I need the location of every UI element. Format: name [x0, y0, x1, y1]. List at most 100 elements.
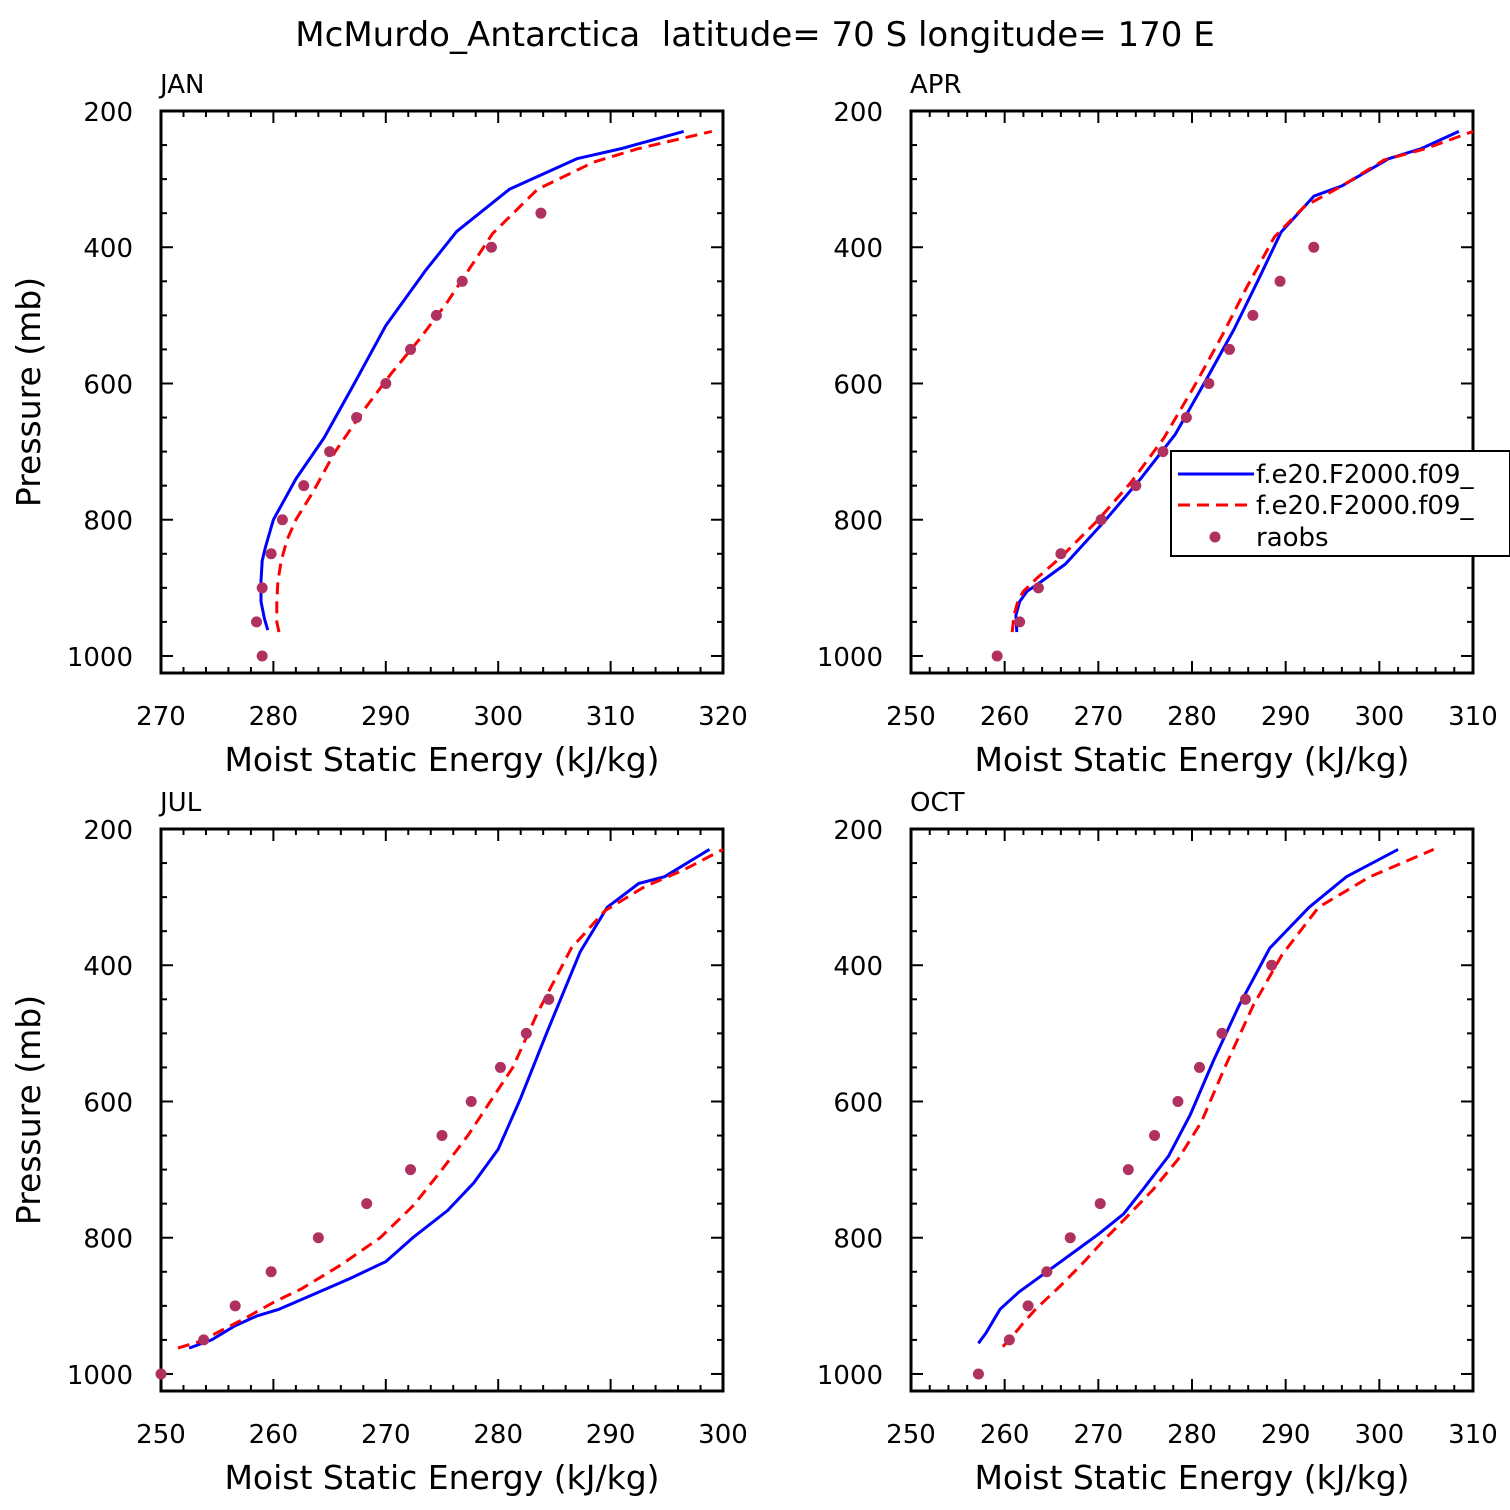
raobs-point [494, 1061, 506, 1073]
y-tick-label: 600 [83, 370, 133, 400]
series-line-dashed [1010, 129, 1474, 633]
raobs-point [256, 582, 268, 594]
raobs-point [1274, 275, 1286, 287]
panels: JAN 270 280 290 300 310 320 200 400 600 800 1000 Moi… [9, 70, 1498, 1497]
raobs-point [1308, 241, 1320, 253]
raobs-point [198, 1334, 210, 1346]
raobs-point [1266, 959, 1278, 971]
raobs-point [361, 1198, 373, 1210]
raobs-point [430, 309, 442, 321]
panel-label: JUL [158, 788, 202, 818]
raobs-point [1149, 1130, 1161, 1142]
x-tick-label: 280 [249, 702, 299, 732]
x-tick-label: 270 [361, 1420, 411, 1450]
raobs-point [456, 275, 468, 287]
raobs-point [1055, 548, 1067, 560]
x-tick-label: 310 [1448, 702, 1498, 732]
y-tick-label: 1000 [67, 1361, 133, 1391]
raobs-point [265, 1266, 277, 1278]
y-tick-label: 200 [83, 98, 133, 128]
panel-label: APR [910, 70, 962, 100]
panel-label: OCT [910, 788, 965, 818]
raobs-point [405, 1164, 417, 1176]
raobs-point [436, 1130, 448, 1142]
y-tick-label: 200 [833, 816, 883, 846]
y-tick-label: 1000 [817, 1361, 883, 1391]
x-tick-label: 250 [886, 1420, 936, 1450]
y-axis-label: Pressure (mb) [9, 995, 48, 1225]
raobs-point [1022, 1300, 1034, 1312]
x-tick-label: 320 [698, 702, 748, 732]
raobs-point [972, 1368, 984, 1380]
raobs-point [229, 1300, 241, 1312]
raobs-point [1223, 343, 1235, 355]
x-tick-label: 260 [980, 702, 1030, 732]
raobs-point [1247, 309, 1259, 321]
series-line-solid [188, 848, 711, 1350]
x-tick-label: 300 [1355, 1420, 1405, 1450]
raobs-point [312, 1232, 324, 1244]
y-tick-label: 400 [83, 234, 133, 264]
raobs-point [1180, 412, 1192, 424]
legend: f.e20.F2000.f09_f.e20.F2000.f09_raobs [1170, 450, 1510, 557]
x-tick-label: 280 [1167, 1420, 1217, 1450]
x-tick-label: 310 [1448, 1420, 1498, 1450]
raobs-point [991, 650, 1003, 662]
raobs-point [1014, 616, 1026, 628]
raobs-point [1193, 1061, 1205, 1073]
raobs-point [405, 343, 417, 355]
x-tick-label: 250 [136, 1420, 186, 1450]
x-tick-label: 280 [1167, 702, 1217, 732]
raobs-point [256, 650, 268, 662]
y-tick-label: 800 [83, 507, 133, 537]
y-tick-label: 800 [833, 507, 883, 537]
x-tick-label: 290 [1261, 702, 1311, 732]
raobs-point [251, 616, 263, 628]
raobs-point [1157, 446, 1169, 458]
raobs-point [1122, 1164, 1134, 1176]
panel-jul: JUL 250 260 270 280 290 300 200 400 600 800 1000 Moi… [9, 788, 748, 1497]
legend-entry-label: f.e20.F2000.f09_ [1256, 491, 1474, 521]
x-tick-label: 300 [1355, 702, 1405, 732]
raobs-point [1003, 1334, 1015, 1346]
series-line-dashed [275, 129, 713, 633]
y-tick-label: 200 [833, 98, 883, 128]
figure-title: McMurdo_Antarctica latitude= 70 S longit… [295, 15, 1214, 55]
plot-frame [159, 109, 725, 675]
y-tick-label: 400 [833, 234, 883, 264]
raobs-point [380, 377, 392, 389]
raobs-point [1239, 993, 1251, 1005]
raobs-point [543, 993, 555, 1005]
legend-marker-raobs [1209, 531, 1221, 543]
legend-entry-label: raobs [1256, 523, 1329, 553]
panel-label: JAN [158, 70, 204, 100]
y-tick-label: 600 [833, 1088, 883, 1118]
series-line-solid [977, 848, 1399, 1345]
series-line-dashed [1001, 848, 1435, 1348]
raobs-point [1172, 1095, 1184, 1107]
raobs-point [265, 548, 277, 560]
series-line-solid [259, 129, 685, 631]
raobs-point [1064, 1232, 1076, 1244]
y-tick-label: 1000 [67, 643, 133, 673]
panel-oct: OCT 250 260 270 280 290 300 310 200 400 600 800 1000… [817, 788, 1498, 1497]
x-axis-label: Moist Static Energy (kJ/kg) [974, 740, 1409, 779]
x-tick-label: 290 [586, 1420, 636, 1450]
x-tick-label: 300 [698, 1420, 748, 1450]
y-tick-label: 1000 [817, 643, 883, 673]
raobs-point [298, 480, 310, 492]
raobs-point [1094, 1198, 1106, 1210]
raobs-point [351, 412, 363, 424]
raobs-point [535, 207, 547, 219]
x-tick-label: 270 [136, 702, 186, 732]
x-axis-label: Moist Static Energy (kJ/kg) [974, 1458, 1409, 1497]
raobs-point [485, 241, 497, 253]
x-tick-label: 290 [361, 702, 411, 732]
x-tick-label: 270 [1074, 702, 1124, 732]
plot-frame [159, 827, 725, 1393]
y-axis-label: Pressure (mb) [9, 277, 48, 507]
raobs-point [1041, 1266, 1053, 1278]
raobs-point [1130, 480, 1142, 492]
y-tick-label: 800 [833, 1225, 883, 1255]
